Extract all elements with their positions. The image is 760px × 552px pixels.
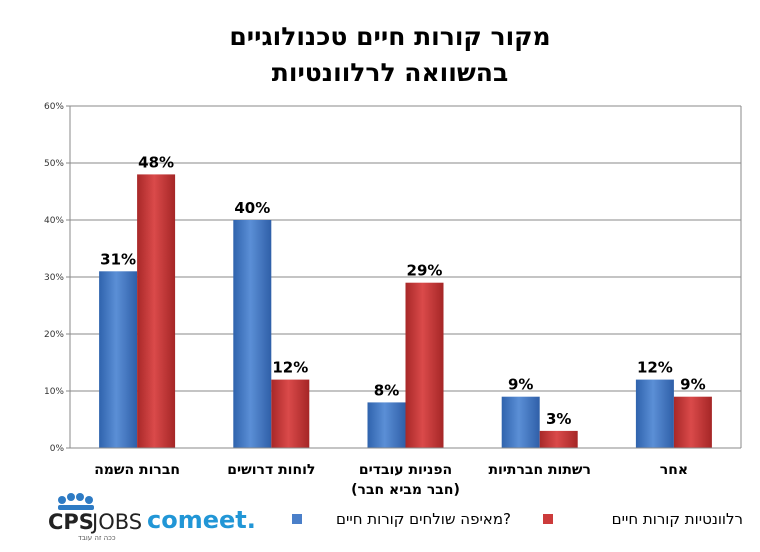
data-label: 40% (234, 199, 270, 217)
y-tick-label: 40% (44, 216, 64, 226)
data-label: 48% (138, 153, 174, 171)
x-axis: חברות השמה לוחות דרושים הפניות עובדים (חבר … (70, 447, 741, 498)
x-tick-label: רשתות חברתיות (488, 462, 591, 478)
y-tick-label: 50% (44, 159, 64, 169)
data-label: 29% (407, 262, 443, 280)
bar (233, 220, 272, 448)
y-tick-label: 0% (50, 444, 65, 454)
bar (501, 396, 540, 448)
legend-label: מאיפה שולחים קורות חיים? (336, 510, 511, 528)
data-label: 8% (374, 381, 399, 399)
data-label: 9% (508, 376, 533, 394)
legend: מאיפה שולחים קורות חיים? רלוונטיות קורות … (292, 510, 743, 528)
legend-label: רלוונטיות קורות חיים (612, 510, 743, 528)
x-tick-label: חברות השמה (94, 462, 180, 478)
comeet-logo: comeet. (147, 506, 256, 534)
bar (137, 174, 176, 448)
data-label: 12% (637, 359, 673, 377)
cps-jobs-logo: CPS JOBS ככה זה עובד (48, 493, 142, 542)
data-label: 3% (546, 410, 571, 428)
legend-swatch (292, 514, 302, 524)
bar (405, 282, 444, 448)
bar (635, 379, 674, 448)
chart-title-line-2: בהשוואה לרלוונטיות (272, 58, 508, 87)
legend-swatch (543, 514, 553, 524)
data-labels: 31% 48% 40% 12% 8% 29% 9% 3% 12% 9% (100, 153, 705, 428)
bar (99, 271, 138, 448)
jobs-logo-text: JOBS (90, 510, 142, 534)
x-tick-label: אחר (660, 462, 688, 478)
data-label: 12% (272, 359, 308, 377)
chart-title-line-1: מקור קורות חיים טכנולוגיים (229, 22, 550, 51)
cps-tagline: ככה זה עובד (78, 534, 116, 542)
x-tick-label: הפניות עובדים (359, 462, 452, 478)
bars (99, 174, 712, 448)
bar (539, 430, 578, 448)
y-tick-label: 20% (44, 330, 64, 340)
y-tick-label: 30% (44, 273, 64, 283)
x-tick-label: לוחות דרושים (227, 462, 315, 478)
y-tick-label: 10% (44, 387, 64, 397)
cps-logo-text: CPS (48, 510, 94, 534)
bar (367, 402, 406, 448)
y-tick-label: 60% (44, 102, 64, 112)
people-icon (58, 493, 94, 510)
bar (271, 379, 310, 448)
data-label: 31% (100, 250, 136, 268)
x-tick-label: (חבר מביא חבר) (351, 482, 460, 498)
bar (673, 396, 712, 448)
data-label: 9% (680, 376, 705, 394)
chart-title: מקור קורות חיים טכנולוגיים בהשוואה לרלוונ… (229, 22, 550, 87)
